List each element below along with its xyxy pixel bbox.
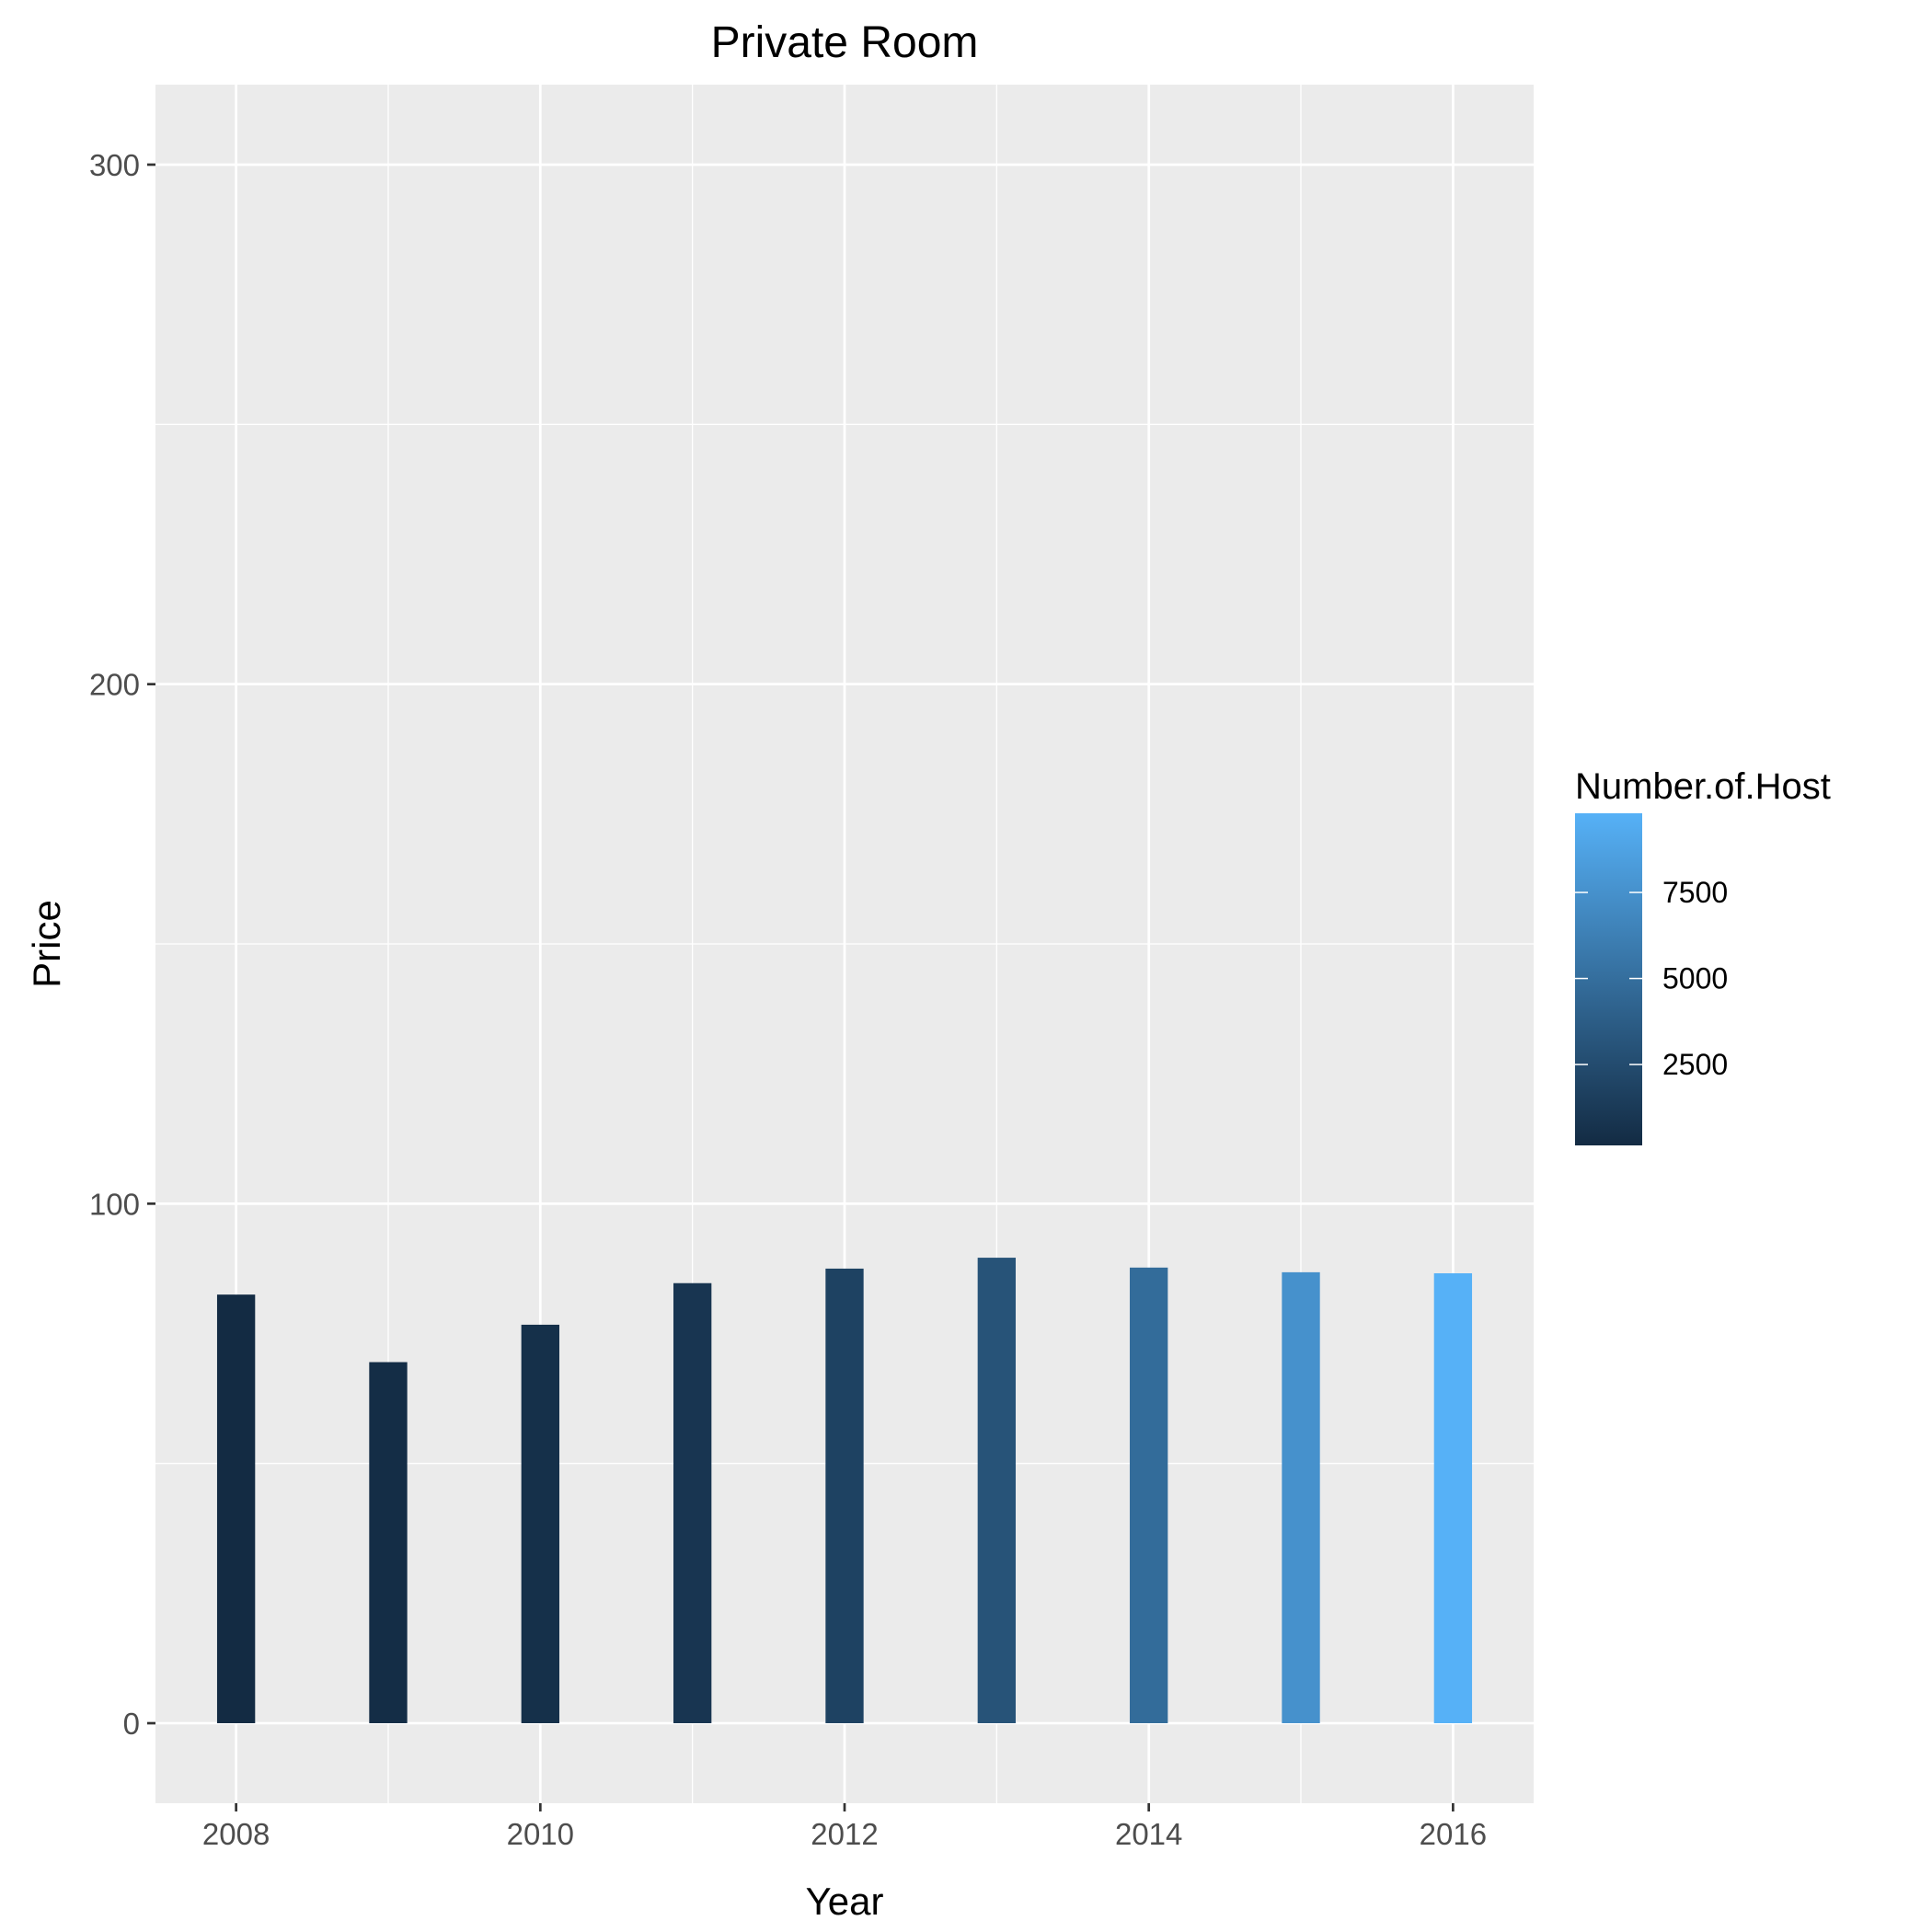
x-axis-ticks: 2008 2010 2012 2014 2016 — [202, 1803, 1487, 1851]
bar — [1433, 1273, 1473, 1724]
x-tick-label: 2010 — [507, 1817, 574, 1851]
y-axis-title: Price — [25, 900, 68, 988]
colorbar-label: 2500 — [1662, 1048, 1728, 1081]
bar — [977, 1258, 1017, 1724]
bar — [1282, 1271, 1320, 1724]
legend: Number.of.Host 2500 5000 7500 — [1575, 766, 1831, 1145]
bar — [1130, 1267, 1168, 1724]
x-tick-label: 2012 — [811, 1817, 878, 1851]
y-axis-ticks: 0 100 200 300 — [89, 148, 155, 1741]
legend-title: Number.of.Host — [1575, 766, 1831, 807]
x-tick-label: 2014 — [1115, 1817, 1182, 1851]
bar — [673, 1282, 712, 1724]
bar — [825, 1268, 864, 1724]
chart-title: Private Room — [711, 18, 979, 67]
bar — [216, 1294, 256, 1724]
y-tick-label: 100 — [89, 1187, 140, 1221]
x-tick-label: 2008 — [202, 1817, 270, 1851]
bar — [369, 1362, 408, 1724]
y-tick-label: 300 — [89, 148, 140, 182]
colorbar-label: 7500 — [1662, 876, 1728, 909]
bar — [521, 1324, 559, 1724]
x-axis-title: Year — [806, 1880, 884, 1923]
colorbar — [1575, 813, 1642, 1145]
bars — [216, 1258, 1473, 1724]
x-tick-label: 2016 — [1420, 1817, 1487, 1851]
y-tick-label: 0 — [123, 1707, 140, 1741]
y-tick-label: 200 — [89, 668, 140, 702]
colorbar-label: 5000 — [1662, 962, 1728, 995]
